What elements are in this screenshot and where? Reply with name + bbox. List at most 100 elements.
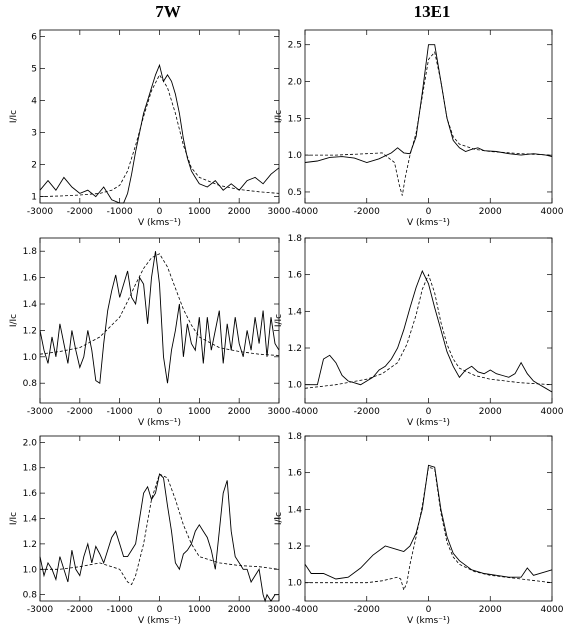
y-tick-label: 0.8 — [23, 379, 38, 389]
y-tick-label: 4 — [31, 96, 37, 106]
x-tick-label: 2000 — [228, 605, 251, 615]
y-tick-label: 0.5 — [288, 188, 302, 198]
x-tick-label: -1000 — [107, 407, 133, 417]
observed-line — [39, 63, 280, 204]
x-tick-label: -2000 — [67, 407, 93, 417]
y-tick-label: 1.8 — [23, 247, 38, 257]
x-tick-label: -2000 — [67, 207, 93, 217]
y-tick-label: 1 — [31, 193, 37, 203]
x-axis-label: V (kms⁻¹) — [407, 218, 450, 228]
y-tick-label: 2.0 — [23, 438, 38, 448]
x-tick-label: -2000 — [67, 605, 93, 615]
y-tick-label: 1.2 — [23, 326, 37, 336]
y-tick-label: 2.5 — [288, 41, 302, 51]
y-tick-label: 1.0 — [288, 579, 303, 589]
y-tick-label: 1.2 — [288, 344, 302, 354]
y-tick-label: 1.4 — [288, 307, 303, 317]
column-title-left: 7W — [155, 2, 181, 21]
plot-frame — [304, 435, 553, 602]
x-tick-label: 3000 — [268, 605, 291, 615]
x-tick-label: -2000 — [354, 605, 380, 615]
model-line-dashed — [304, 273, 553, 389]
y-tick-label: 1.0 — [288, 151, 303, 161]
y-tick-label: 6 — [31, 32, 37, 42]
y-tick-label: 1.0 — [23, 565, 38, 575]
x-tick-label: -3000 — [27, 605, 53, 615]
y-tick-label: 1.8 — [288, 432, 303, 442]
x-tick-label: 4000 — [541, 605, 564, 615]
x-tick-label: 2000 — [228, 407, 251, 417]
y-axis-label: I/Ic — [274, 314, 284, 327]
x-tick-label: -4000 — [292, 407, 318, 417]
x-tick-label: -3000 — [27, 407, 53, 417]
y-tick-label: 1.4 — [23, 515, 38, 525]
x-tick-label: 1000 — [188, 605, 211, 615]
x-tick-label: 0 — [426, 207, 432, 217]
x-tick-label: 2000 — [479, 207, 502, 217]
observed-line — [304, 464, 553, 580]
x-axis-label: V (kms⁻¹) — [407, 616, 450, 626]
y-tick-label: 1.0 — [288, 381, 303, 391]
x-tick-label: 0 — [157, 407, 163, 417]
x-tick-label: 1000 — [188, 407, 211, 417]
x-tick-label: 4000 — [541, 407, 564, 417]
x-tick-label: -1000 — [107, 207, 133, 217]
y-axis-label: I/Ic — [274, 110, 284, 123]
x-tick-label: -3000 — [27, 207, 53, 217]
x-axis-label: V (kms⁻¹) — [407, 418, 450, 428]
y-tick-label: 1.4 — [23, 300, 38, 310]
x-tick-label: -4000 — [292, 605, 318, 615]
model-line-dashed — [305, 51, 553, 196]
x-tick-label: -4000 — [292, 207, 318, 217]
x-axis-label: V (kms⁻¹) — [138, 418, 181, 428]
y-tick-label: 1.6 — [288, 469, 303, 479]
x-tick-label: -2000 — [354, 207, 380, 217]
x-tick-label: 0 — [426, 605, 432, 615]
y-tick-label: 1.0 — [23, 353, 38, 363]
y-tick-label: 2 — [31, 161, 37, 171]
x-tick-label: 0 — [157, 207, 163, 217]
x-tick-label: 0 — [426, 407, 432, 417]
y-tick-label: 1.6 — [288, 271, 303, 281]
x-tick-label: -1000 — [107, 605, 133, 615]
observed-line — [39, 473, 279, 603]
x-tick-label: 2000 — [479, 605, 502, 615]
observed-line — [39, 251, 280, 384]
y-tick-label: 1.4 — [288, 505, 303, 515]
x-tick-label: 1000 — [188, 207, 211, 217]
y-tick-label: 1.2 — [23, 540, 37, 550]
y-axis-label: I/Ic — [9, 512, 19, 525]
x-tick-label: 0 — [157, 605, 163, 615]
y-tick-label: 1.6 — [23, 274, 38, 284]
model-line-dashed — [305, 466, 553, 592]
y-axis-label: I/Ic — [9, 314, 19, 327]
y-tick-label: 1.2 — [288, 542, 302, 552]
y-tick-label: 3 — [31, 129, 37, 139]
y-tick-label: 1.8 — [288, 234, 303, 244]
x-axis-label: V (kms⁻¹) — [138, 218, 181, 228]
x-tick-label: 3000 — [268, 207, 291, 217]
model-line-dashed — [39, 74, 280, 197]
y-tick-label: 5 — [31, 64, 37, 74]
y-axis-label: I/Ic — [274, 512, 284, 525]
x-tick-label: 3000 — [268, 407, 291, 417]
observed-line — [304, 44, 553, 163]
y-tick-label: 2.0 — [288, 78, 303, 88]
x-tick-label: -2000 — [354, 407, 380, 417]
model-line-dashed — [40, 473, 280, 586]
model-line-dashed — [39, 253, 280, 356]
y-tick-label: 0.8 — [23, 591, 38, 601]
x-tick-label: 2000 — [479, 407, 502, 417]
x-tick-label: 4000 — [541, 207, 564, 217]
y-tick-label: 1.8 — [23, 464, 38, 474]
y-axis-label: I/Ic — [9, 110, 19, 123]
column-title-right: 13E1 — [413, 2, 451, 21]
x-axis-label: V (kms⁻¹) — [138, 616, 181, 626]
y-tick-label: 1.5 — [288, 114, 302, 124]
